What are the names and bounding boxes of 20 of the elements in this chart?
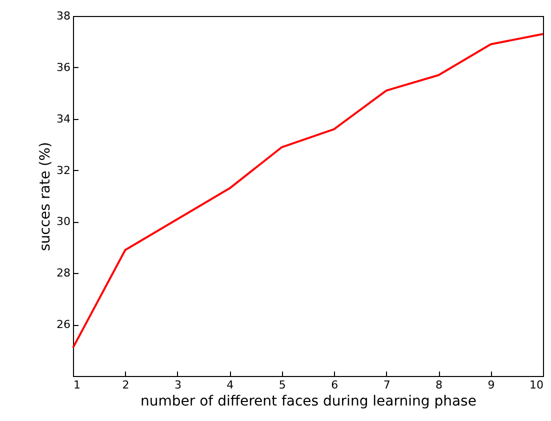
x-tick-label: 5 — [278, 378, 286, 392]
x-tick-label: 10 — [530, 378, 544, 392]
x-tick-label: 3 — [174, 378, 182, 392]
y-tick-label: 28 — [56, 266, 70, 280]
y-tick-label: 30 — [56, 215, 70, 228]
x-tick-label: 7 — [383, 378, 390, 392]
x-tick-label: 9 — [488, 378, 495, 392]
x-tick-label: 6 — [331, 378, 338, 392]
y-tick-label: 34 — [56, 112, 70, 126]
y-tick-label: 32 — [56, 164, 70, 177]
y-axis-title: succes rate (%) — [38, 142, 54, 252]
y-tick-label: 38 — [56, 10, 70, 22]
line-series — [72, 33, 544, 349]
x-tick-label: 2 — [122, 378, 130, 392]
x-tick-label: 4 — [226, 378, 234, 392]
x-tick-label: 1 — [74, 378, 80, 392]
y-tick-label: 36 — [56, 60, 70, 74]
x-tick-label: 8 — [436, 378, 443, 392]
y-tick-label: 26 — [56, 318, 70, 332]
x-axis-title: number of different faces during learning phase — [140, 394, 476, 410]
